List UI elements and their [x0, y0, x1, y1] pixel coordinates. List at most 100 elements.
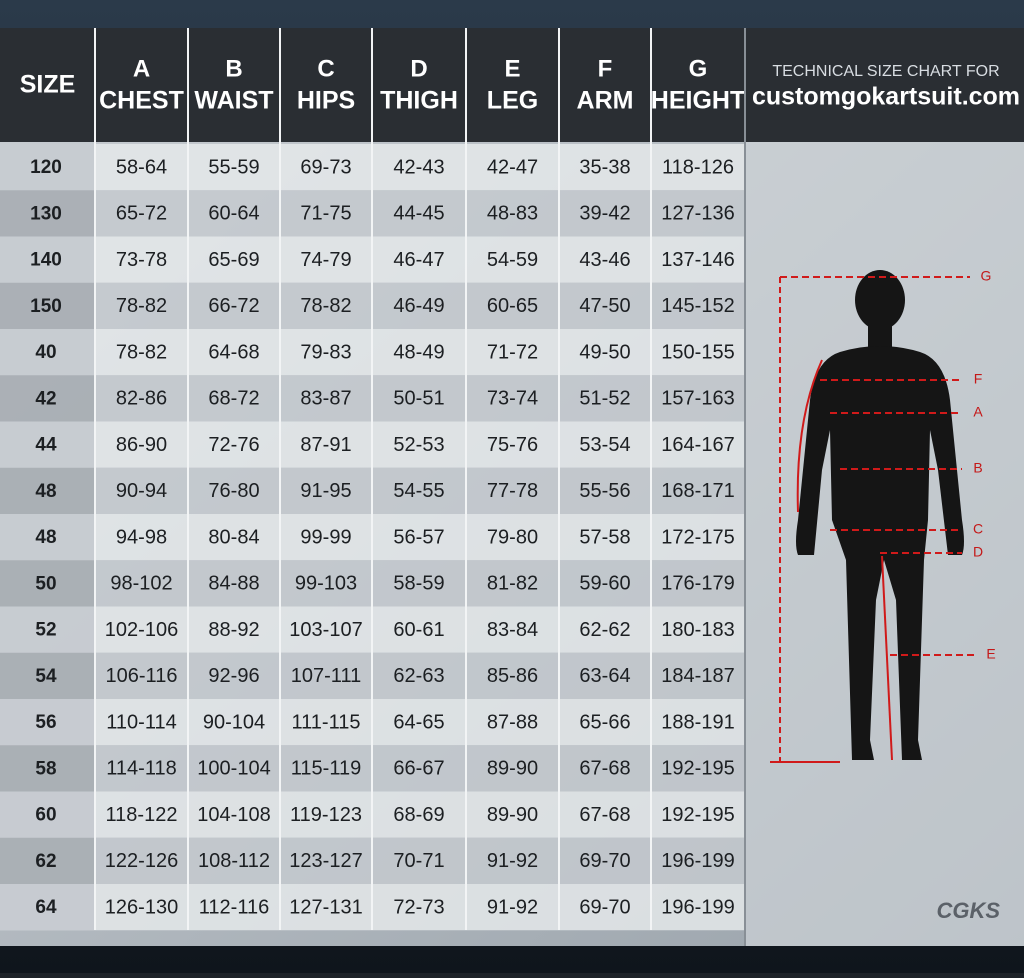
cell: 68-72 [208, 388, 259, 410]
measurement-lines: G F A B CD E [770, 268, 996, 763]
cell: 91-92 [487, 850, 538, 872]
size-cell [0, 652, 95, 699]
cell: 115-119 [291, 758, 361, 780]
cell: 172-175 [661, 526, 734, 548]
cell: 46-47 [393, 249, 444, 271]
measure-label: G [981, 268, 992, 284]
cell: 60-64 [208, 203, 259, 225]
size-cell [0, 791, 95, 838]
arm-arc [796, 359, 823, 513]
cell: 81-82 [487, 573, 538, 595]
cell: 69-73 [300, 156, 351, 178]
size-cell [0, 606, 95, 653]
size-cell-text: 62 [35, 851, 56, 872]
cell: 78-82 [300, 295, 351, 317]
cell: 56-57 [393, 526, 444, 548]
measure-label: A [973, 404, 983, 420]
subtitle: TECHNICAL SIZE CHART FOR [772, 63, 999, 80]
cell: 70-71 [393, 850, 444, 872]
cell: 52-53 [393, 434, 444, 456]
cell: 168-171 [661, 480, 734, 502]
cell: 44-45 [393, 203, 444, 225]
cell: 157-163 [661, 388, 734, 410]
header-letter: A [133, 55, 150, 82]
leg-line [881, 555, 893, 761]
cell: 176-179 [661, 573, 734, 595]
header-bar [0, 28, 1024, 142]
cell: 58-59 [393, 573, 444, 595]
header-letter: C [317, 55, 334, 82]
cell: 184-187 [661, 665, 734, 687]
header-label: ARM [577, 87, 634, 115]
cell: 69-70 [579, 850, 630, 872]
cell: 87-88 [487, 711, 538, 733]
cell: 118-126 [662, 156, 734, 178]
cell: 114-118 [106, 758, 176, 780]
size-cell [0, 375, 95, 422]
cell: 39-42 [579, 203, 630, 225]
cell: 80-84 [208, 526, 259, 548]
logo: CGKS [936, 898, 1000, 923]
header-letter: G [689, 55, 708, 82]
cell: 145-152 [661, 295, 734, 317]
header-label: LEG [487, 87, 538, 115]
cell: 123-127 [289, 850, 362, 872]
cell: 83-87 [300, 388, 351, 410]
header-letter: E [504, 55, 520, 82]
cell: 83-84 [487, 619, 538, 641]
cell: 122-126 [105, 850, 178, 872]
cell: 192-195 [661, 758, 734, 780]
site-name: customgokartsuit.com [752, 83, 1020, 111]
cell: 46-49 [393, 295, 444, 317]
cell: 57-58 [579, 526, 630, 548]
cell: 64-65 [393, 711, 444, 733]
size-cell [0, 236, 95, 283]
cell: 69-70 [579, 896, 630, 918]
cell: 65-66 [579, 711, 630, 733]
cell: 164-167 [661, 434, 734, 456]
cell: 65-69 [208, 249, 259, 271]
cell: 72-76 [208, 434, 259, 456]
cell: 42-43 [393, 156, 444, 178]
cell: 99-103 [295, 573, 357, 595]
cell: 67-68 [579, 758, 630, 780]
size-cell [0, 699, 95, 746]
cell: 102-106 [105, 619, 178, 641]
size-cell-text: 48 [35, 527, 56, 548]
cell: 55-56 [579, 480, 630, 502]
size-cell-text: 150 [30, 296, 62, 317]
cell: 86-90 [116, 434, 167, 456]
cell: 71-72 [487, 341, 538, 363]
size-cell [0, 560, 95, 607]
cell: 90-104 [203, 711, 265, 733]
cell: 180-183 [661, 619, 734, 641]
cell: 63-64 [579, 665, 630, 687]
cell: 76-80 [208, 480, 259, 502]
header-letter: D [410, 55, 427, 82]
cell: 48-49 [393, 341, 444, 363]
size-cell [0, 329, 95, 376]
cell: 68-69 [393, 804, 444, 826]
cell: 104-108 [197, 804, 270, 826]
size-cell [0, 745, 95, 792]
cell: 77-78 [487, 480, 538, 502]
cell: 106-116 [106, 665, 178, 687]
size-cell-text: 60 [35, 805, 56, 826]
cell: 108-112 [198, 850, 270, 872]
cell: 94-98 [116, 526, 167, 548]
size-cell [0, 144, 95, 191]
size-cell-text: 58 [35, 758, 56, 779]
cell: 67-68 [579, 804, 630, 826]
cell: 62-62 [579, 619, 630, 641]
cell: 192-195 [661, 804, 734, 826]
size-cell-text: 52 [35, 620, 56, 641]
cell: 51-52 [579, 388, 630, 410]
cell: 64-68 [208, 341, 259, 363]
cell: 137-146 [661, 249, 734, 271]
cell: 75-76 [487, 434, 538, 456]
cell: 73-74 [487, 388, 538, 410]
cell: 91-95 [300, 480, 351, 502]
cell: 74-79 [300, 249, 351, 271]
cell: 127-136 [661, 203, 734, 225]
cell: 84-88 [208, 573, 259, 595]
